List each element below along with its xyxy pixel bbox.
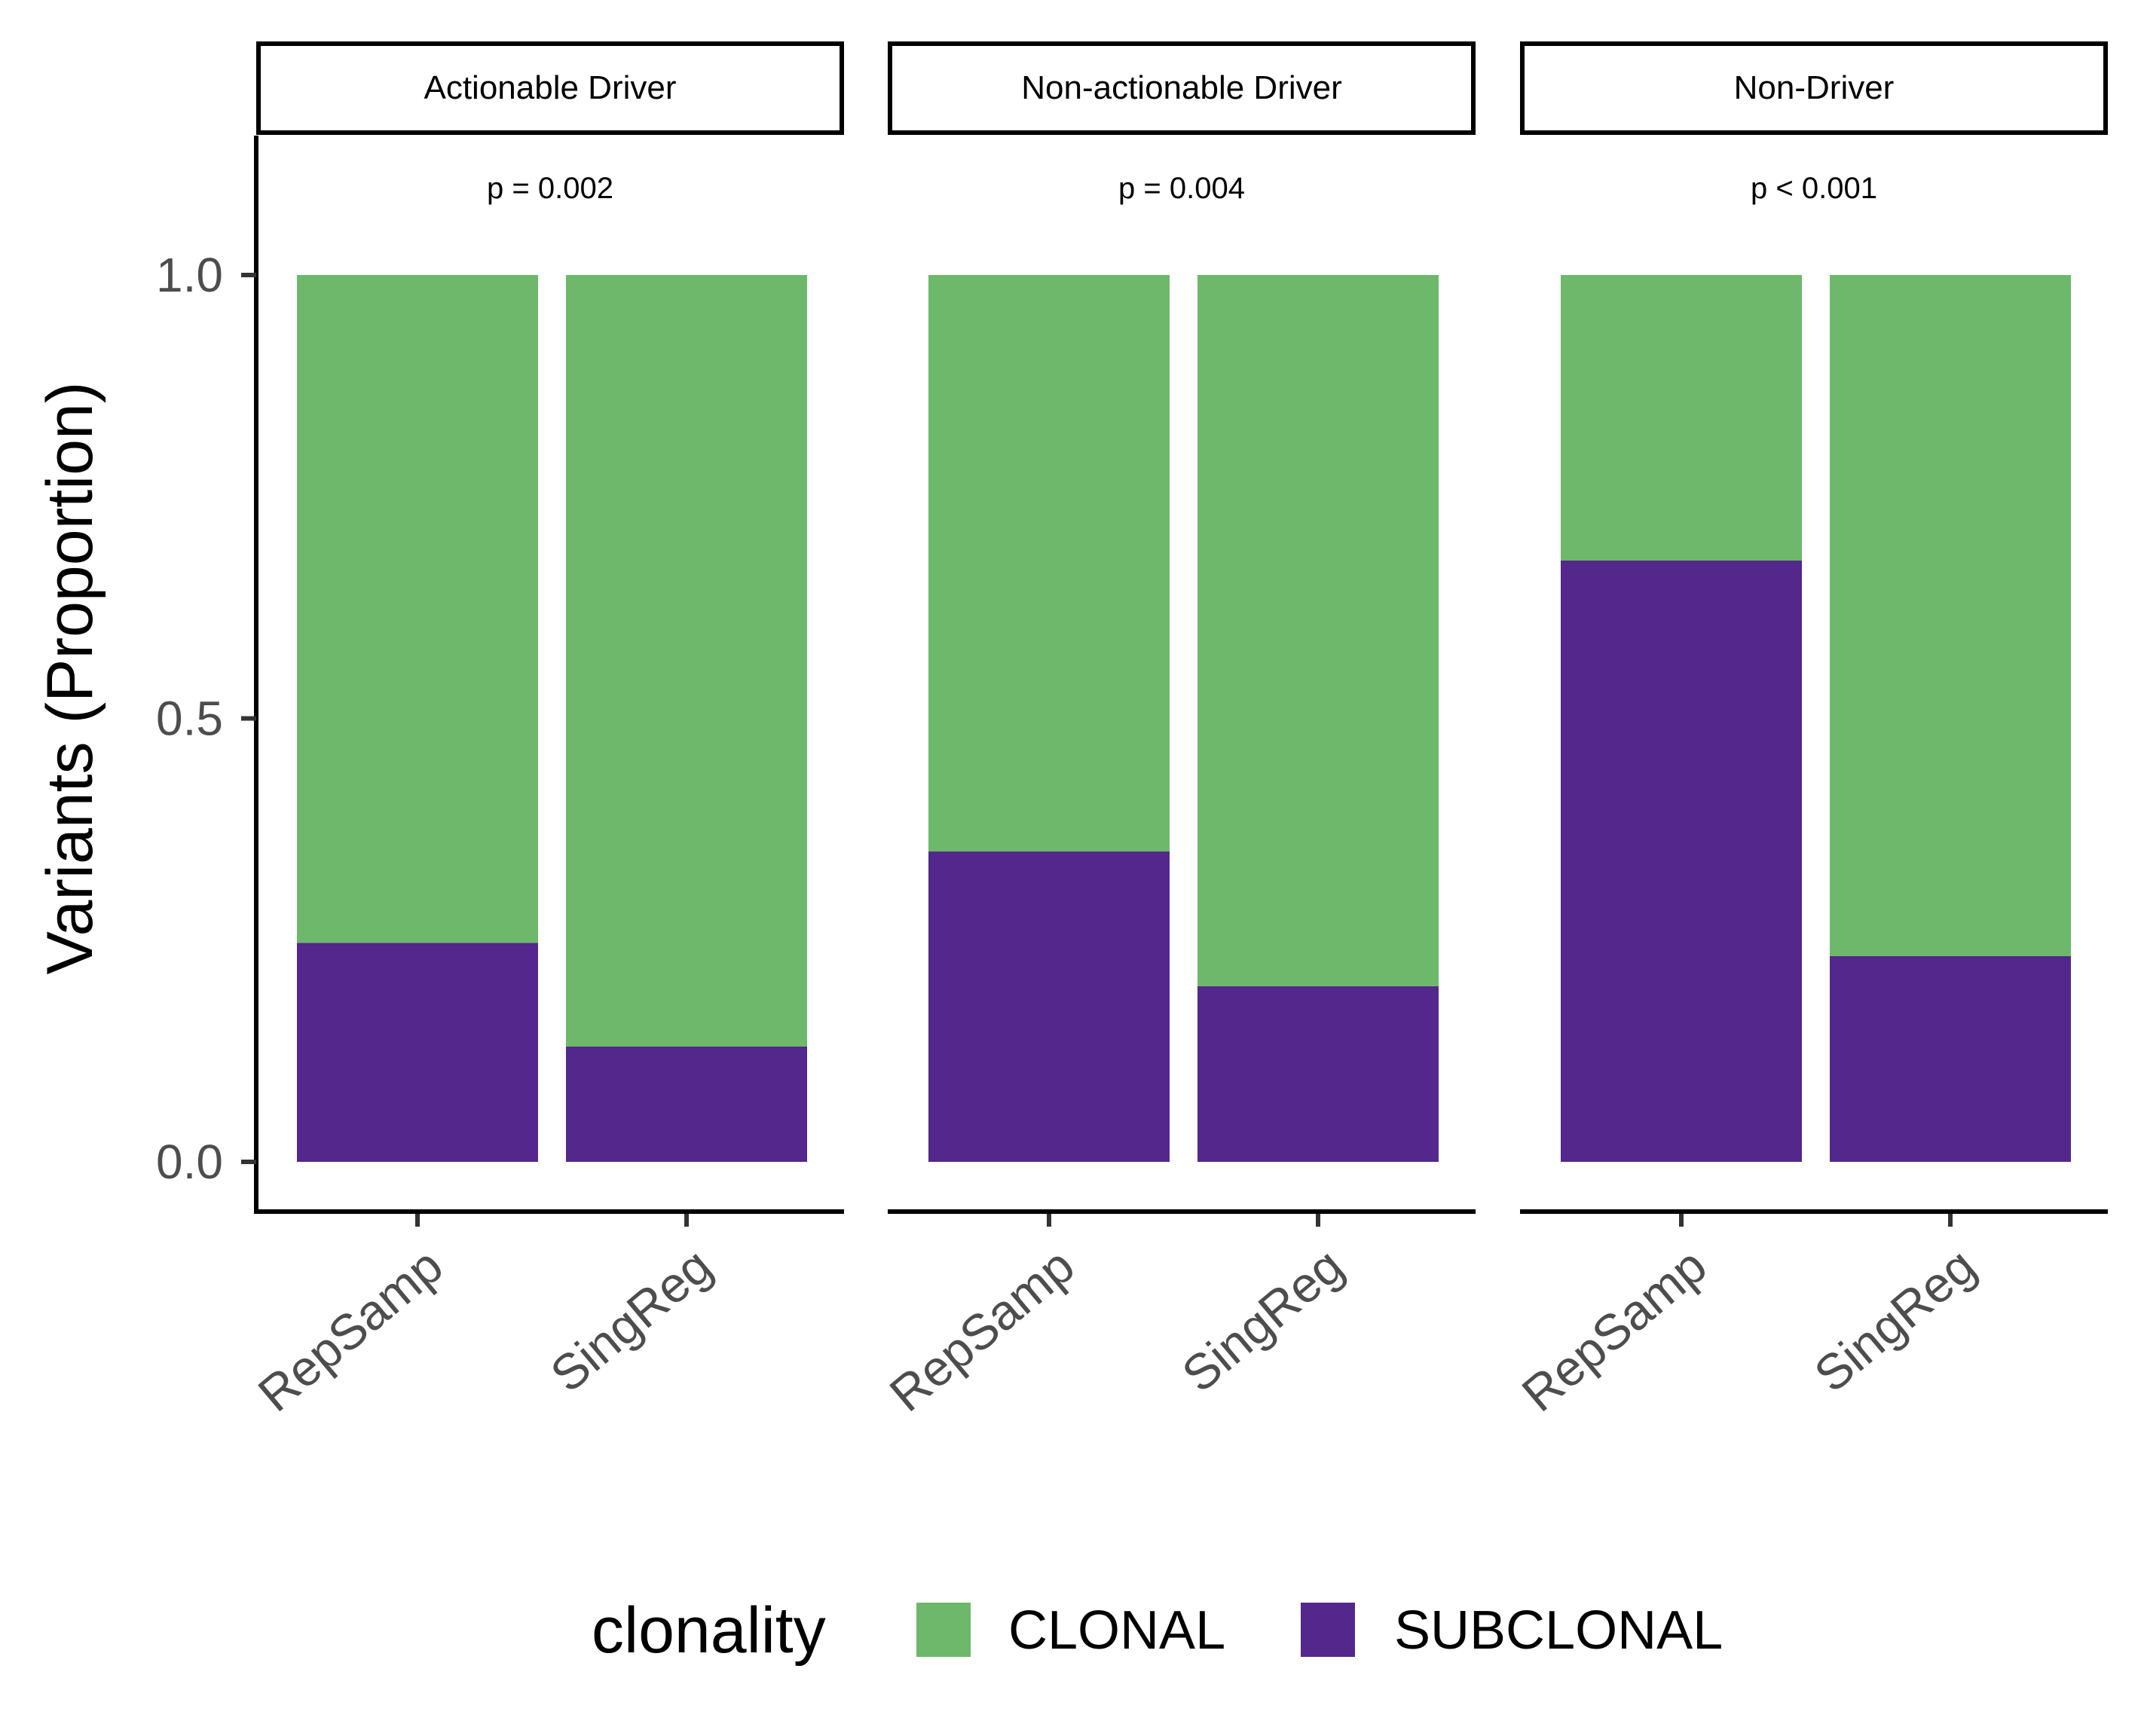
bar-segment-clonal bbox=[297, 275, 538, 943]
legend-label-clonal: CLONAL bbox=[1008, 1600, 1225, 1661]
bar-segment-clonal bbox=[1830, 275, 2071, 956]
facet-panel: Non-Driver p < 0.001 RepSamp SingReg bbox=[1512, 41, 2108, 1422]
y-tick-label: 0.0 bbox=[156, 1135, 223, 1189]
bar-segment-clonal bbox=[1561, 275, 1802, 561]
legend-label-subclonal: SUBCLONAL bbox=[1394, 1600, 1723, 1661]
y-tick-label: 0.5 bbox=[156, 692, 223, 746]
bar-segment-clonal bbox=[566, 275, 807, 1047]
facet-strip-label: Non-Driver bbox=[1734, 69, 1895, 106]
y-axis: 0.0 0.5 1.0 bbox=[156, 136, 258, 1214]
facet-strip bbox=[888, 41, 1476, 135]
legend-title: clonality bbox=[592, 1594, 826, 1667]
x-tick-label: SingReg bbox=[1171, 1237, 1353, 1402]
x-tick-label: SingReg bbox=[540, 1237, 722, 1402]
facet-strip bbox=[1520, 41, 2108, 135]
facet-panel: Actionable Driver p = 0.002 RepSamp SingReg bbox=[248, 41, 844, 1422]
bar-segment-subclonal bbox=[566, 1046, 807, 1162]
p-value-annotation: p = 0.002 bbox=[487, 172, 613, 205]
bar-segment-subclonal bbox=[297, 943, 538, 1162]
legend: clonality CLONAL SUBCLONAL bbox=[592, 1594, 1723, 1667]
bar-segment-clonal bbox=[928, 275, 1170, 852]
facet-strip-label: Non-actionable Driver bbox=[1021, 69, 1342, 106]
bar-segment-subclonal bbox=[1830, 955, 2071, 1162]
legend-key-clonal bbox=[916, 1603, 971, 1657]
legend-key-subclonal bbox=[1301, 1603, 1355, 1657]
facet-strip bbox=[256, 41, 844, 135]
bar-segment-subclonal bbox=[928, 851, 1170, 1162]
facet-strip-label: Actionable Driver bbox=[424, 69, 676, 106]
y-tick-label: 1.0 bbox=[156, 248, 223, 302]
bar-segment-clonal bbox=[1197, 275, 1439, 986]
p-value-annotation: p = 0.004 bbox=[1118, 172, 1245, 205]
bar-segment-subclonal bbox=[1197, 986, 1439, 1162]
x-tick-label: RepSamp bbox=[879, 1237, 1084, 1422]
facet-panel: Non-actionable Driver p = 0.004 RepSamp Sin… bbox=[879, 41, 1476, 1422]
p-value-annotation: p < 0.001 bbox=[1751, 172, 1877, 205]
y-axis-label: Variants (Proportion) bbox=[34, 381, 106, 974]
facet-panels: Actionable Driver p = 0.002 RepSamp SingReg… bbox=[248, 41, 2108, 1422]
x-tick-label: RepSamp bbox=[1512, 1237, 1717, 1422]
bar-segment-subclonal bbox=[1561, 560, 1802, 1162]
x-tick-label: RepSamp bbox=[248, 1237, 453, 1422]
x-tick-label: SingReg bbox=[1803, 1237, 1986, 1402]
